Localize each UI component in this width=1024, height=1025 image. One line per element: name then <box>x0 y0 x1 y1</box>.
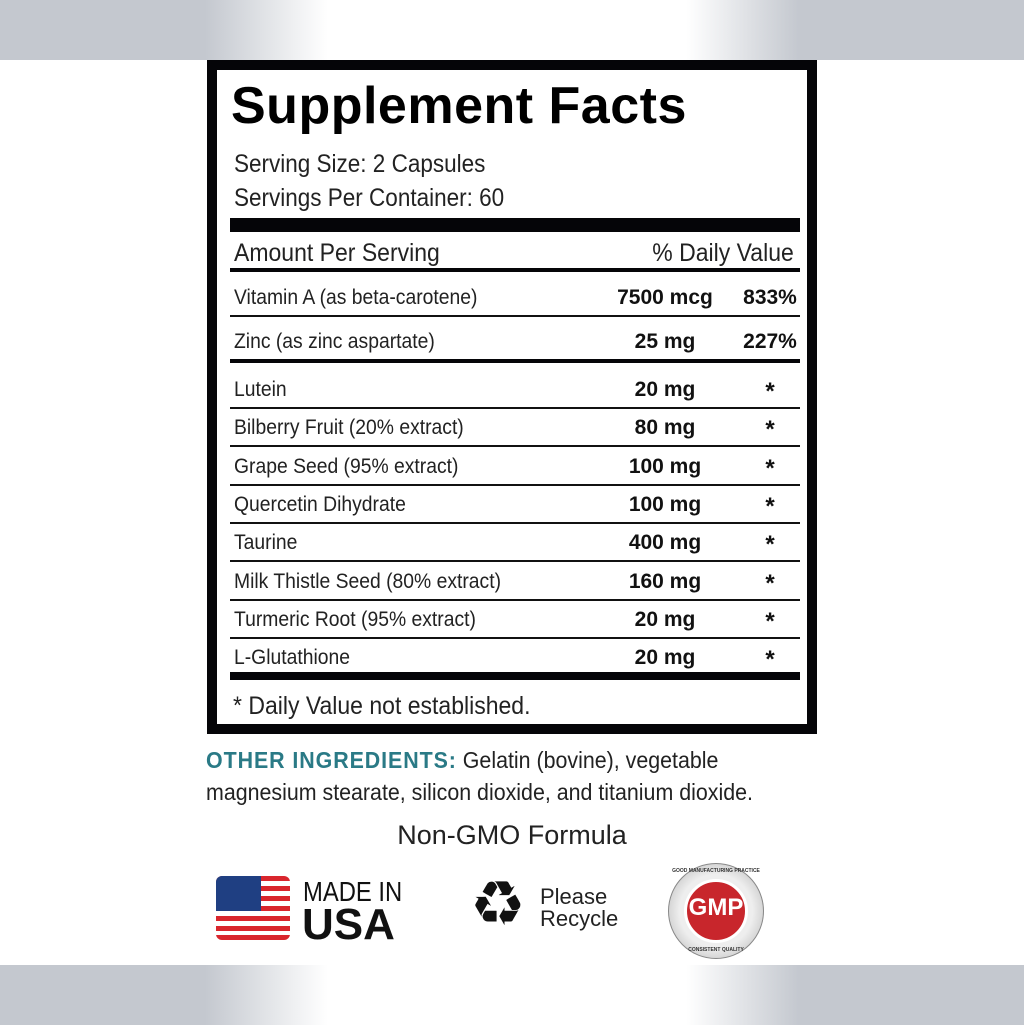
panel-title: Supplement Facts <box>231 77 687 135</box>
bottom-band <box>0 965 1024 1025</box>
table-row: Zinc (as zinc aspartate) 25 mg 227% <box>230 327 800 357</box>
supplement-facts-panel: Supplement Facts Serving Size: 2 Capsule… <box>207 60 817 734</box>
ingredient-name: Milk Thistle Seed (80% extract) <box>234 569 502 593</box>
ingredient-name: Zinc (as zinc aspartate) <box>234 330 435 353</box>
ingredient-name: Grape Seed (95% extract) <box>234 454 459 478</box>
divider <box>230 268 800 272</box>
gmp-top-text: GOOD MANUFACTURING PRACTICE <box>672 868 760 874</box>
table-row: Vitamin A (as beta-carotene) 7500 mcg 833% <box>230 283 800 313</box>
other-ingredients: OTHER INGREDIENTS: Gelatin (bovine), veg… <box>206 744 783 808</box>
recycle-text: Recycle <box>540 906 619 931</box>
amount-value: 100 mg <box>628 492 702 516</box>
table-row: Taurine 400 mg * <box>230 528 800 558</box>
daily-value: * <box>765 607 775 635</box>
daily-value: 227% <box>743 330 797 353</box>
daily-value: * <box>765 646 775 674</box>
amount-value: 160 mg <box>628 569 702 593</box>
divider-thick <box>230 218 800 232</box>
serving-size: Serving Size: 2 Capsules <box>234 150 486 178</box>
table-row: Lutein 20 mg * <box>230 375 800 405</box>
row-divider <box>230 407 800 409</box>
dv-header: % Daily Value <box>652 239 794 267</box>
usa-text: USA <box>302 900 395 949</box>
divider-thick <box>230 672 800 680</box>
recycle-icon: ♻ <box>470 870 526 939</box>
row-divider <box>230 560 800 563</box>
row-divider <box>230 636 800 639</box>
made-in-text: MADE IN <box>303 876 403 907</box>
amount-value: 25 mg <box>634 330 696 353</box>
amount-value: 20 mg <box>634 378 696 401</box>
ingredient-name: Vitamin A (as beta-carotene) <box>234 286 478 309</box>
row-divider <box>230 315 800 317</box>
row-divider <box>230 483 800 486</box>
amount-value: 20 mg <box>634 646 696 670</box>
ingredient-name: Taurine <box>234 531 298 555</box>
row-divider <box>230 598 800 601</box>
daily-value: 833% <box>743 286 797 309</box>
daily-value: * <box>765 454 775 482</box>
table-row: Bilberry Fruit (20% extract) 80 mg * <box>230 413 800 443</box>
table-row: Grape Seed (95% extract) 100 mg * <box>230 452 800 482</box>
divider <box>230 359 800 363</box>
gmp-seal: GMP GOOD MANUFACTURING PRACTICE CONSISTE… <box>668 863 764 959</box>
please-text: Please <box>540 884 608 909</box>
ingredient-name: Bilberry Fruit (20% extract) <box>234 416 464 440</box>
gmp-bottom-text: CONSISTENT QUALITY <box>688 947 744 953</box>
amount-value: 20 mg <box>634 607 696 631</box>
table-row: Quercetin Dihydrate 100 mg * <box>230 490 800 520</box>
table-row: L-Glutathione 20 mg * <box>230 643 800 673</box>
daily-value: * <box>765 531 775 559</box>
servings-per-container: Servings Per Container: 60 <box>234 184 505 212</box>
ingredient-name: Quercetin Dihydrate <box>234 492 406 516</box>
ingredient-name: L-Glutathione <box>234 646 351 670</box>
amount-value: 7500 mcg <box>617 286 713 309</box>
other-ingredients-text: Gelatin (bovine), vegetable magnesium st… <box>206 747 753 805</box>
non-gmo-text: Non-GMO Formula <box>397 820 627 850</box>
daily-value: * <box>765 492 775 520</box>
header-row: Amount Per Serving % Daily Value <box>230 236 800 267</box>
table-row: Turmeric Root (95% extract) 20 mg * <box>230 605 800 635</box>
ingredient-name: Lutein <box>234 378 287 401</box>
us-flag-icon <box>216 876 290 940</box>
gmp-text: GMP <box>688 894 744 921</box>
ingredient-name: Turmeric Root (95% extract) <box>234 607 476 631</box>
amount-value: 80 mg <box>634 416 696 440</box>
other-ingredients-label: OTHER INGREDIENTS: <box>206 747 457 773</box>
row-divider <box>230 445 800 448</box>
daily-value: * <box>765 378 775 405</box>
amount-header: Amount Per Serving <box>234 239 440 267</box>
daily-value: * <box>765 569 775 597</box>
amount-value: 100 mg <box>628 454 702 478</box>
row-divider <box>230 521 800 524</box>
daily-value: * <box>765 416 775 444</box>
footnote: * Daily Value not established. <box>233 692 531 720</box>
top-band <box>0 0 1024 60</box>
table-row: Milk Thistle Seed (80% extract) 160 mg * <box>230 567 800 597</box>
amount-value: 400 mg <box>628 531 702 555</box>
